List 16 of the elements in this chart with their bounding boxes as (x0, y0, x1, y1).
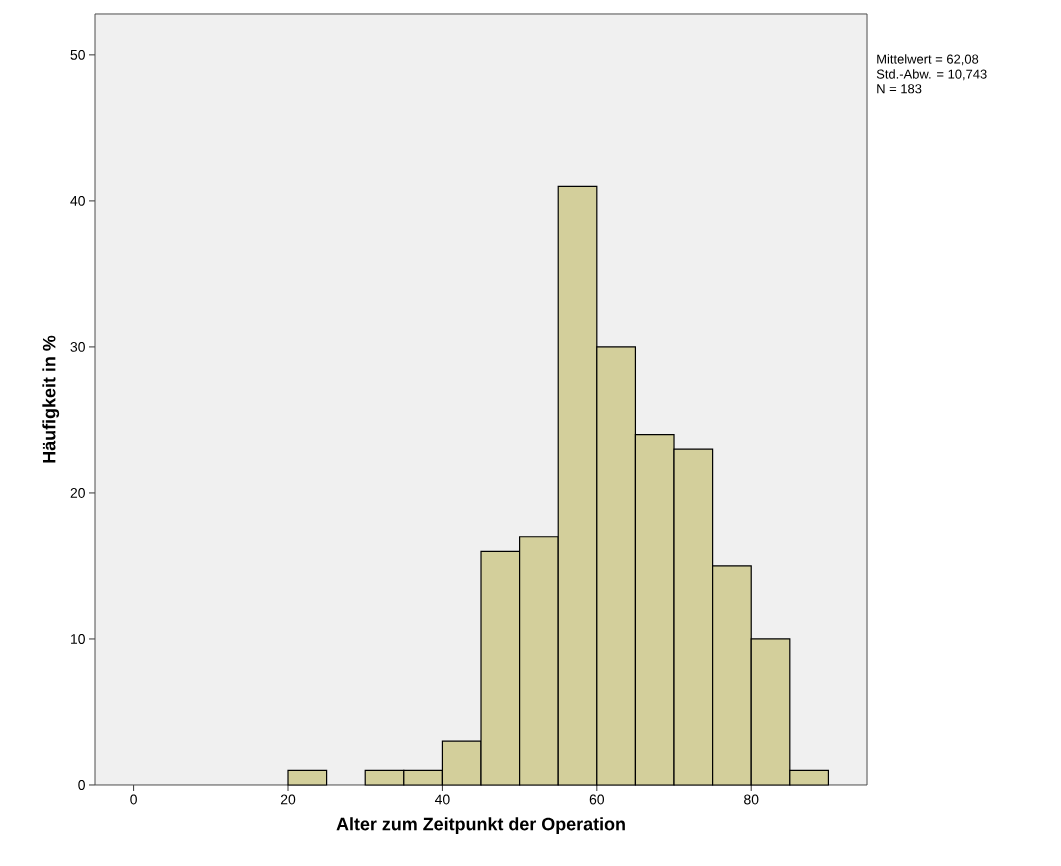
text: Mittelwert = 62,08 (877, 54, 979, 66)
y-tick-label: 20 (70, 487, 85, 498)
text: Std.-Abw. = 10,743 (876, 69, 987, 81)
x-tick-label: 60 (589, 794, 605, 805)
x-axis-title: Alter zum Zeitpunkt der Operation (336, 817, 625, 834)
y-tick-label: 10 (71, 634, 85, 644)
y-axis-title: Häufigkeit in % (42, 335, 60, 463)
y-tick-label: 50 (70, 49, 85, 60)
x-tick-label: 40 (434, 794, 450, 805)
text: N = 183 (877, 84, 922, 94)
x-tick-label: 80 (744, 794, 759, 805)
y-tick-label: 0 (78, 780, 85, 790)
x-tick-label: 0 (130, 794, 137, 805)
y-tick-label: 30 (70, 341, 85, 352)
x-tick-label: 20 (280, 794, 296, 805)
y-tick-label: 40 (70, 195, 85, 206)
